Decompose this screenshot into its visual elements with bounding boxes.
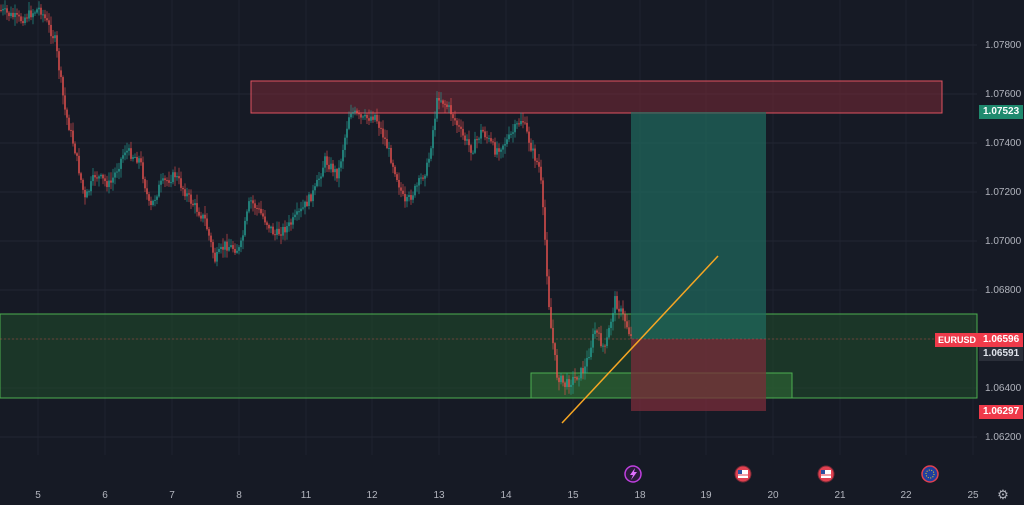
- time-tick-label: 25: [967, 490, 979, 501]
- price-tick-label: 1.07600: [985, 89, 1022, 100]
- time-tick-label: 5: [35, 490, 41, 501]
- trend-line[interactable]: [561, 255, 719, 424]
- price-tick-label: 1.06400: [985, 383, 1022, 394]
- time-tick-label: 12: [366, 490, 378, 501]
- profit-target-zone[interactable]: [631, 112, 766, 339]
- lightning-icon[interactable]: [624, 465, 642, 483]
- price-tick-label: 1.07200: [985, 187, 1022, 198]
- eu-flag-icon[interactable]: [921, 465, 939, 483]
- time-tick-label: 14: [500, 490, 512, 501]
- price-tick-label: 1.07800: [985, 40, 1022, 51]
- resistance-zone[interactable]: [250, 80, 943, 114]
- time-tick-label: 18: [634, 490, 646, 501]
- target-price-tag: 1.07523: [979, 105, 1024, 119]
- settings-gear-icon[interactable]: ⚙: [997, 487, 1009, 502]
- last-price-tag: 1.06596: [979, 333, 1024, 347]
- symbol-tag: EURUSD: [935, 333, 980, 347]
- price-tick-label: 1.07400: [985, 138, 1022, 149]
- current-price-tag: 1.06591: [979, 347, 1024, 361]
- time-tick-label: 13: [433, 490, 445, 501]
- stop-price-tag: 1.06297: [979, 405, 1024, 419]
- support-zone[interactable]: [0, 313, 978, 399]
- time-axis[interactable]: 5 6 7 8 11 12 13 14 15 18 19 20 21 22 25: [35, 490, 979, 501]
- time-tick-label: 20: [767, 490, 779, 501]
- time-tick-label: 15: [567, 490, 579, 501]
- us-flag-icon[interactable]: [817, 465, 835, 483]
- event-markers: [624, 465, 939, 483]
- time-tick-label: 11: [301, 490, 312, 501]
- stop-loss-zone[interactable]: [631, 339, 766, 411]
- time-tick-label: 7: [169, 490, 175, 501]
- time-tick-label: 19: [700, 490, 712, 501]
- us-flag-icon[interactable]: [734, 465, 752, 483]
- time-tick-label: 6: [102, 490, 108, 501]
- price-tick-label: 1.06200: [985, 432, 1022, 443]
- candlestick-series: [0, 0, 632, 396]
- price-tick-label: 1.06800: [985, 285, 1022, 296]
- price-tick-label: 1.07000: [985, 236, 1022, 247]
- time-tick-label: 22: [900, 490, 912, 501]
- time-tick-label: 21: [834, 490, 846, 501]
- time-tick-label: 8: [236, 490, 242, 501]
- price-axis[interactable]: 1.07800 1.07600 1.07400 1.07200 1.07000 1.068…: [985, 40, 1022, 443]
